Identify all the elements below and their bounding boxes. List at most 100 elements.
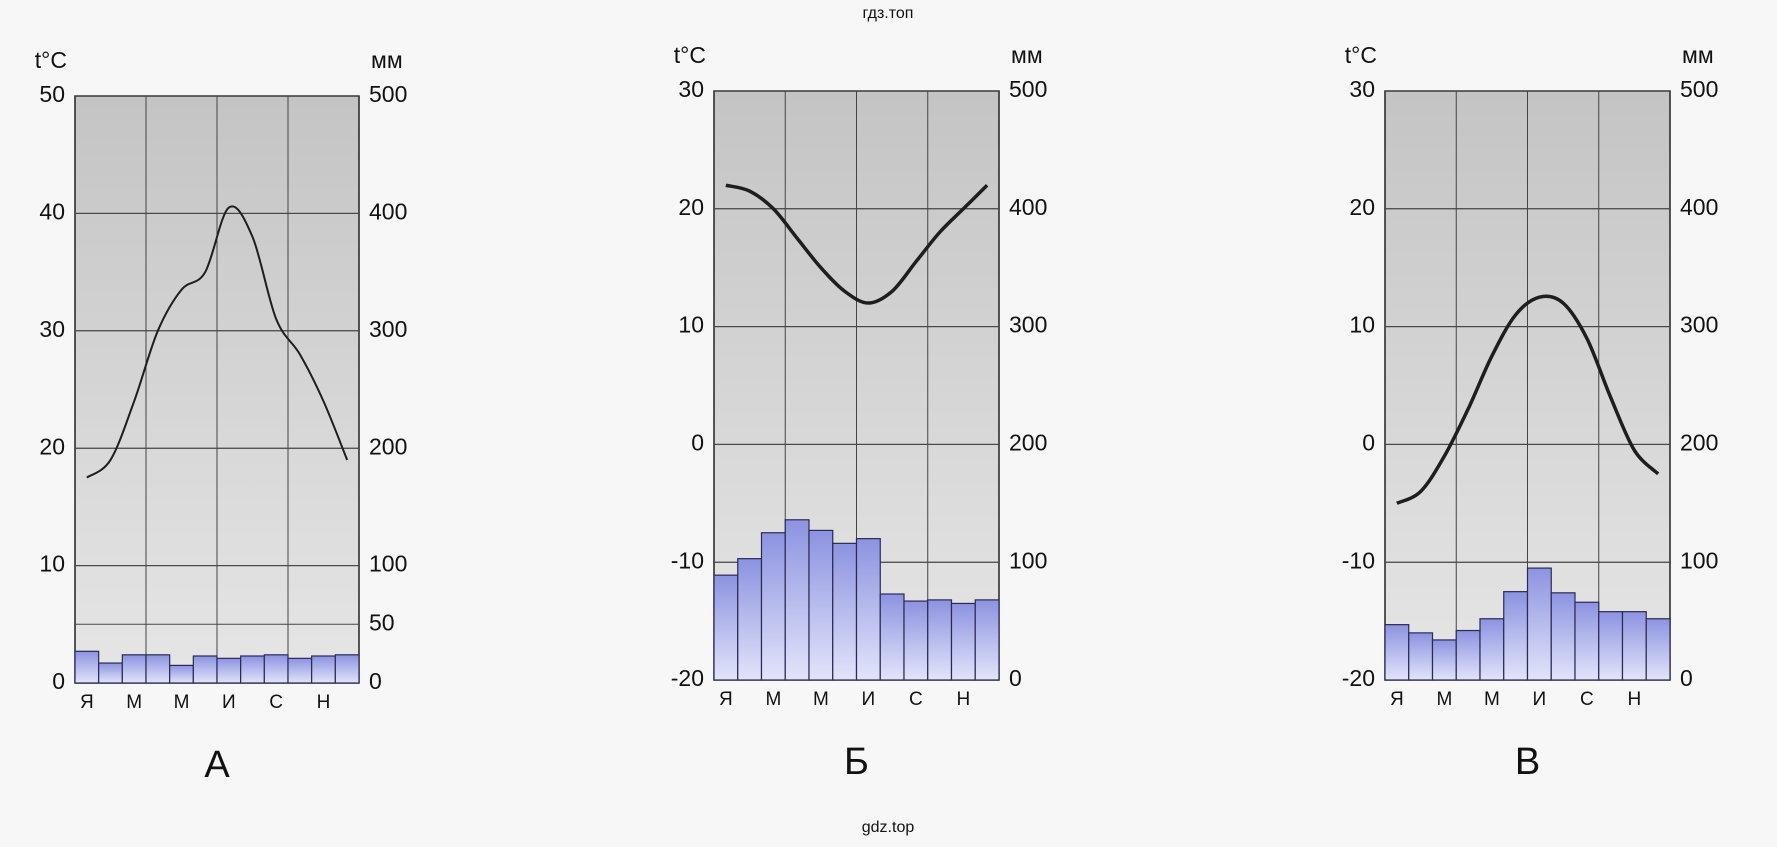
- precipitation-bar: [334, 654, 360, 684]
- x-tick-label: М: [1436, 689, 1452, 710]
- x-tick-label: М: [765, 689, 781, 710]
- precipitation-bar: [98, 662, 123, 684]
- precipitation-bar: [855, 538, 881, 681]
- precipitation-bar: [879, 593, 905, 681]
- precipitation-bar: [808, 529, 834, 681]
- x-tick-label: М: [126, 692, 142, 713]
- y2-axis-label: мм: [1682, 42, 1714, 68]
- x-tick-label: Н: [1628, 689, 1642, 710]
- precipitation-bar: [1408, 632, 1434, 681]
- y2-tick-label: 100: [369, 551, 407, 577]
- y2-tick-label: 0: [1009, 665, 1022, 691]
- y-axis-label: t°C: [674, 42, 706, 68]
- y2-tick-label: 200: [1680, 429, 1718, 455]
- y-tick-label: 0: [691, 429, 704, 455]
- x-tick-label: С: [909, 689, 923, 710]
- chart-title: А: [204, 744, 230, 786]
- x-tick-label: Н: [317, 692, 331, 713]
- precipitation-bar: [903, 600, 929, 681]
- precipitation-bar: [784, 519, 810, 681]
- y-axis-label: t°C: [35, 47, 67, 73]
- precipitation-bar: [311, 655, 336, 684]
- y-tick-label: 0: [1362, 429, 1375, 455]
- precipitation-bar: [169, 664, 194, 684]
- precipitation-bar: [737, 558, 763, 681]
- precipitation-bar: [760, 532, 786, 681]
- x-tick-label: С: [1580, 689, 1594, 710]
- precipitation-bar: [1479, 618, 1505, 681]
- y-tick-label: 20: [39, 433, 65, 459]
- precipitation-bar: [240, 655, 265, 684]
- precipitation-bar: [1598, 611, 1624, 681]
- y2-tick-label: 200: [1009, 429, 1047, 455]
- y-tick-label: 30: [39, 316, 65, 342]
- precipitation-bar: [263, 654, 289, 684]
- x-tick-label: И: [222, 692, 236, 713]
- y2-axis-label: мм: [1011, 42, 1043, 68]
- y-tick-label: 50: [39, 81, 65, 107]
- y2-tick-label: 400: [1009, 194, 1047, 220]
- x-tick-label: Я: [719, 689, 733, 710]
- x-tick-label: И: [1533, 689, 1547, 710]
- precipitation-bar: [1431, 639, 1457, 681]
- precipitation-bar: [192, 655, 218, 684]
- x-tick-label: Н: [957, 689, 971, 710]
- x-tick-label: М: [1484, 689, 1500, 710]
- y2-tick-label: 0: [1680, 665, 1693, 691]
- x-tick-label: Я: [1390, 689, 1404, 710]
- temperature-line: [725, 183, 989, 305]
- precipitation-bar: [216, 657, 242, 684]
- y2-tick-label: 400: [1680, 194, 1718, 220]
- y-tick-label: 30: [678, 76, 704, 102]
- precipitation-bar: [1455, 629, 1481, 681]
- y2-tick-label: 100: [1009, 547, 1047, 573]
- y2-axis-label: мм: [371, 47, 403, 73]
- y2-tick-label: 0: [369, 668, 382, 694]
- y2-tick-label: 100: [1680, 547, 1718, 573]
- precipitation-bar: [287, 657, 313, 684]
- y-tick-label: 10: [1349, 312, 1375, 338]
- chart-title: Б: [844, 741, 869, 783]
- x-tick-label: С: [269, 692, 283, 713]
- watermark: гдз.топ: [863, 5, 914, 22]
- y2-tick-label: 200: [369, 433, 407, 459]
- y2-tick-label: 300: [369, 316, 407, 342]
- y-tick-label: -20: [1342, 665, 1375, 691]
- precipitation-bar: [74, 650, 100, 684]
- precipitation-bar: [713, 574, 739, 681]
- y2-tick-label: 300: [1680, 312, 1718, 338]
- y-tick-label: -20: [671, 665, 704, 691]
- y-tick-label: 20: [1349, 194, 1375, 220]
- precipitation-bar: [974, 599, 1000, 681]
- y-tick-label: 0: [52, 668, 65, 694]
- precipitation-bar: [1550, 592, 1576, 681]
- x-tick-label: М: [813, 689, 829, 710]
- y-tick-label: 40: [39, 198, 65, 224]
- precipitation-bar: [1574, 601, 1600, 681]
- y2-tick-label: 500: [369, 81, 407, 107]
- precipitation-bar: [927, 599, 953, 681]
- precipitation-bar: [1645, 618, 1671, 681]
- precipitation-bar: [145, 654, 171, 684]
- y2-tick-label: 300: [1009, 312, 1047, 338]
- precipitation-bar: [121, 654, 147, 684]
- y2-tick-label: 500: [1680, 76, 1718, 102]
- y-tick-label: -10: [671, 547, 704, 573]
- temperature-line: [86, 205, 349, 479]
- precipitation-bar: [1526, 567, 1552, 681]
- precipitation-bar: [832, 542, 858, 681]
- precipitation-bar: [1503, 591, 1529, 681]
- y2-tick-label: 50: [369, 609, 395, 635]
- y-tick-label: 20: [678, 194, 704, 220]
- watermark: gdz.top: [862, 819, 915, 836]
- precipitation-bar: [950, 602, 976, 681]
- precipitation-bar: [1621, 611, 1647, 681]
- y-tick-label: -10: [1342, 547, 1375, 573]
- x-tick-label: И: [862, 689, 876, 710]
- temperature-line: [1396, 294, 1660, 505]
- precipitation-bar: [1384, 624, 1410, 681]
- chart-title: В: [1515, 741, 1540, 783]
- x-tick-label: М: [174, 692, 190, 713]
- y-tick-label: 10: [678, 312, 704, 338]
